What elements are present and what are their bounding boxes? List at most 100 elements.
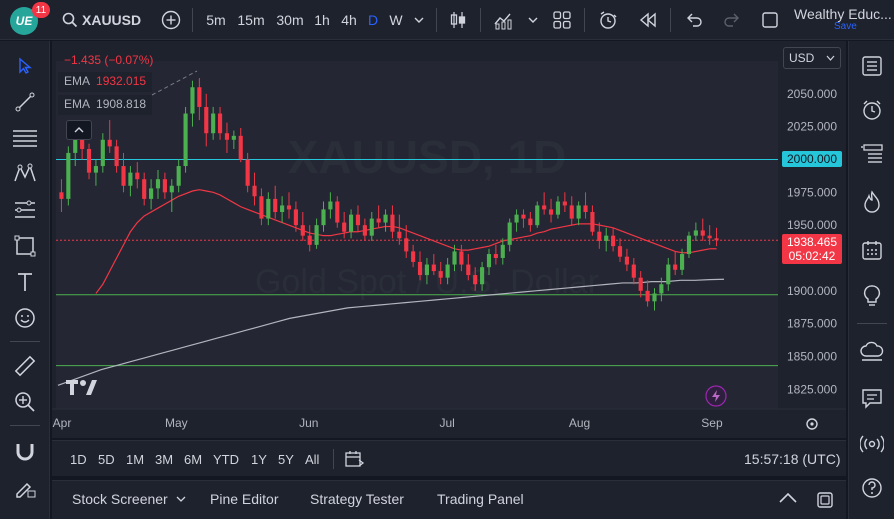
candle-body bbox=[280, 205, 285, 213]
timeframe-W[interactable]: W bbox=[388, 8, 404, 32]
forecast-tool[interactable] bbox=[10, 195, 40, 225]
ideas-button[interactable] bbox=[857, 281, 887, 311]
candle-body bbox=[542, 205, 547, 210]
watchlist-button[interactable] bbox=[857, 51, 887, 81]
currency-select[interactable]: USD bbox=[783, 47, 841, 69]
range-3M[interactable]: 3M bbox=[155, 449, 173, 469]
trend-line-tool[interactable] bbox=[10, 87, 40, 117]
range-label: 5Y bbox=[278, 451, 294, 467]
undo-button[interactable] bbox=[682, 8, 706, 32]
list-icon bbox=[862, 56, 882, 76]
timeframe-1h[interactable]: 1h bbox=[313, 8, 331, 32]
question-icon bbox=[862, 478, 882, 498]
object-tree-button[interactable] bbox=[857, 139, 887, 169]
shapes-tool[interactable] bbox=[10, 231, 40, 261]
price-axis[interactable] bbox=[778, 41, 846, 409]
maximize-panel-button[interactable] bbox=[816, 491, 834, 514]
timeframe-5m[interactable]: 5m bbox=[204, 8, 228, 32]
candle-body bbox=[431, 264, 436, 272]
tab-pine-editor[interactable]: Pine Editor bbox=[210, 491, 278, 507]
redo-button[interactable] bbox=[720, 8, 744, 32]
range-5D[interactable]: 5D bbox=[98, 449, 115, 469]
divider bbox=[584, 8, 585, 32]
price-tick-label: 1875.000 bbox=[787, 317, 837, 331]
help-button[interactable] bbox=[857, 473, 887, 503]
icons-tool[interactable] bbox=[10, 303, 40, 333]
time-tick-label: Jun bbox=[299, 416, 318, 430]
notification-badge[interactable]: 11 bbox=[32, 2, 50, 18]
lightning-button[interactable] bbox=[705, 385, 727, 407]
tab-label: Pine Editor bbox=[210, 491, 279, 507]
streams-button[interactable] bbox=[857, 429, 887, 459]
candle-body bbox=[535, 205, 540, 226]
tradingview-logo[interactable] bbox=[66, 380, 97, 395]
indicators-dropdown-button[interactable] bbox=[526, 8, 540, 32]
chart-type-button[interactable] bbox=[446, 8, 470, 32]
symbol-search-button[interactable]: XAUUSD bbox=[62, 8, 144, 32]
broadcast-icon bbox=[860, 435, 884, 453]
goto-date-button[interactable] bbox=[345, 449, 365, 469]
cursor-tool[interactable] bbox=[10, 51, 40, 81]
time-axis[interactable] bbox=[52, 410, 778, 438]
calendar-button[interactable] bbox=[857, 235, 887, 265]
horizontal-levels bbox=[56, 158, 778, 367]
timeframe-D[interactable]: D bbox=[366, 8, 380, 32]
tab-stock-screener[interactable]: Stock Screener bbox=[72, 491, 186, 507]
range-1M[interactable]: 1M bbox=[126, 449, 144, 469]
magnet-tool[interactable] bbox=[10, 437, 40, 467]
range-5Y[interactable]: 5Y bbox=[278, 449, 294, 469]
divider bbox=[480, 8, 481, 32]
chats-button[interactable] bbox=[857, 383, 887, 413]
timeframe-label: 4h bbox=[341, 12, 357, 28]
candle-body bbox=[142, 179, 147, 199]
timeframe-30m[interactable]: 30m bbox=[275, 8, 305, 32]
zoom-tool[interactable] bbox=[10, 387, 40, 417]
add-symbol-button[interactable] bbox=[159, 8, 183, 32]
hotlists-button[interactable] bbox=[857, 187, 887, 217]
tab-trading-panel[interactable]: Trading Panel bbox=[437, 491, 524, 507]
drawn-trend-line[interactable] bbox=[151, 70, 198, 96]
lock-drawings-tool[interactable] bbox=[10, 473, 40, 503]
measure-tool[interactable] bbox=[10, 351, 40, 381]
range-1Y[interactable]: 1Y bbox=[251, 449, 267, 469]
fullscreen-layout-button[interactable] bbox=[758, 8, 782, 32]
calendar-arrow-icon bbox=[345, 451, 365, 467]
chart-pane[interactable]: XAUUSD, 1D Gold Spot / U.S. Dollar 2050.… bbox=[52, 41, 846, 438]
alerts-button[interactable] bbox=[857, 95, 887, 125]
chart-settings-button[interactable] bbox=[806, 418, 818, 430]
fib-tool[interactable] bbox=[10, 123, 40, 153]
candle-body bbox=[555, 201, 561, 215]
candle-body bbox=[452, 251, 457, 265]
tab-strategy-tester[interactable]: Strategy Tester bbox=[310, 491, 404, 507]
indicators-button[interactable] bbox=[492, 8, 516, 32]
range-All[interactable]: All bbox=[305, 449, 319, 469]
text-tool[interactable] bbox=[10, 267, 40, 297]
collapse-legend-button[interactable] bbox=[66, 120, 92, 140]
timeframe-4h[interactable]: 4h bbox=[340, 8, 358, 32]
timeframe-15m[interactable]: 15m bbox=[237, 8, 265, 32]
price-chart[interactable]: XAUUSD, 1D Gold Spot / U.S. Dollar 2050.… bbox=[52, 41, 846, 438]
candle-body bbox=[666, 264, 671, 285]
layout-name[interactable]: Wealthy Educ... Save bbox=[794, 6, 892, 34]
pattern-tool[interactable] bbox=[10, 159, 40, 189]
save-link[interactable]: Save bbox=[834, 21, 857, 32]
alert-button[interactable] bbox=[596, 8, 620, 32]
candles bbox=[59, 78, 719, 311]
timeframe-label: 15m bbox=[237, 12, 265, 28]
ema2-legend[interactable]: EMA 1908.818 bbox=[58, 95, 153, 115]
layouts-button[interactable] bbox=[550, 8, 574, 32]
chevron-down-icon bbox=[826, 55, 835, 61]
clock-timezone[interactable]: 15:57:18 (UTC) bbox=[744, 449, 840, 469]
range-6M[interactable]: 6M bbox=[184, 449, 202, 469]
ema1-legend[interactable]: EMA 1932.015 bbox=[58, 72, 153, 92]
range-label: 1D bbox=[70, 451, 87, 467]
range-YTD[interactable]: YTD bbox=[213, 449, 239, 469]
candle-body bbox=[424, 264, 429, 276]
expand-panel-button[interactable] bbox=[778, 491, 798, 510]
data-window-button[interactable] bbox=[857, 337, 887, 367]
range-1D[interactable]: 1D bbox=[70, 449, 87, 469]
timeframe-dropdown-button[interactable] bbox=[412, 8, 426, 32]
range-label: 6M bbox=[184, 451, 203, 467]
tab-label: Trading Panel bbox=[437, 491, 524, 507]
replay-button[interactable] bbox=[636, 8, 660, 32]
